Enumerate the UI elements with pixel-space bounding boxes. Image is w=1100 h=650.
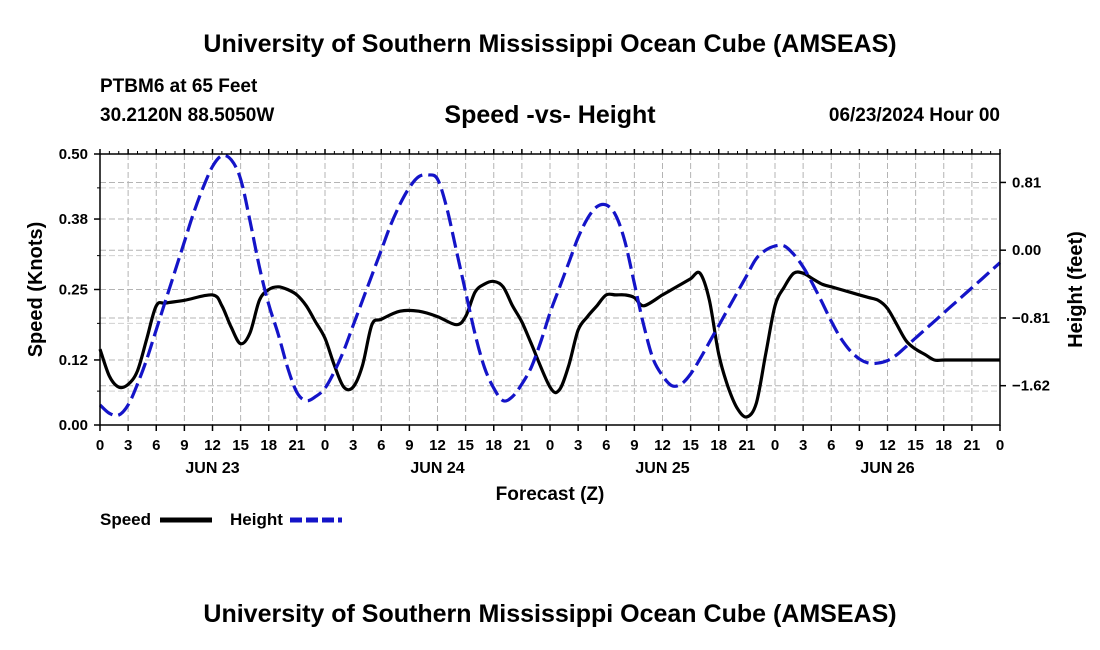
x-tick-label: 18 <box>485 437 502 454</box>
day-label: JUN 25 <box>635 460 689 477</box>
x-tick-label: 21 <box>739 437 756 454</box>
legend-height-label: Height <box>230 510 283 529</box>
x-tick-label: 12 <box>204 437 221 454</box>
y2-tick-label: 0.81 <box>1012 174 1041 191</box>
x-tick-label: 6 <box>827 437 835 454</box>
x-tick-label: 21 <box>289 437 306 454</box>
y2-tick-label: −1.62 <box>1012 378 1050 395</box>
x-tick-label: 15 <box>907 437 924 454</box>
day-label: JUN 24 <box>410 460 464 477</box>
x-tick-label: 6 <box>152 437 160 454</box>
series-layer <box>98 153 1002 419</box>
y-tick-label: 0.38 <box>59 211 88 228</box>
legend: Speed Height <box>100 510 342 529</box>
y2-tick-label: −0.81 <box>1012 310 1050 327</box>
y2-tick-label: 0.00 <box>1012 242 1041 259</box>
x-tick-label: 21 <box>514 437 531 454</box>
y-tick-label: 0.12 <box>59 352 88 369</box>
legend-speed-label: Speed <box>100 510 151 529</box>
x-tick-label: 12 <box>879 437 896 454</box>
x-tick-label: 0 <box>321 437 329 454</box>
chart-subtitle: Speed -vs- Height <box>444 101 656 129</box>
x-tick-label: 15 <box>682 437 699 454</box>
x-tick-label: 3 <box>799 437 807 454</box>
x-tick-label: 18 <box>710 437 727 454</box>
station-label: PTBM6 at 65 Feet <box>100 76 258 97</box>
x-tick-label: 15 <box>457 437 474 454</box>
coordinates-label: 30.2120N 88.5050W <box>100 105 275 126</box>
x-tick-label: 3 <box>124 437 132 454</box>
x-tick-label: 9 <box>405 437 413 454</box>
x-tick-label: 9 <box>855 437 863 454</box>
x-tick-label: 0 <box>96 437 104 454</box>
x-tick-label: 3 <box>574 437 582 454</box>
main-title: University of Southern Mississippi Ocean… <box>203 30 897 58</box>
x-axis-label: Forecast (Z) <box>496 484 605 505</box>
footer-title: University of Southern Mississippi Ocean… <box>203 600 897 628</box>
y-tick-label: 0.25 <box>59 282 88 299</box>
x-tick-label: 12 <box>654 437 671 454</box>
x-tick-label: 3 <box>349 437 357 454</box>
x-tick-label: 18 <box>935 437 952 454</box>
y-tick-label: 0.50 <box>59 146 88 163</box>
x-tick-label: 6 <box>602 437 610 454</box>
x-tick-label: 21 <box>964 437 981 454</box>
x-tick-label: 9 <box>180 437 188 454</box>
x-tick-label: 6 <box>377 437 385 454</box>
y-axis-label: Speed (Knots) <box>25 222 47 358</box>
axes-layer: 0 3 6 9 12 15 18 21 0 3 6 9 12 15 18 21 0 3 6 9 12 15 18 21 0 3 6 9… <box>59 146 1050 477</box>
forecast-datetime: 06/23/2024 Hour 00 <box>828 105 1000 126</box>
day-label: JUN 26 <box>860 460 914 477</box>
x-tick-label: 15 <box>232 437 249 454</box>
y2-axis-label: Height (feet) <box>1065 231 1087 348</box>
x-tick-label: 0 <box>771 437 779 454</box>
x-tick-label: 12 <box>429 437 446 454</box>
series-line-height <box>98 153 1002 418</box>
x-tick-label: 9 <box>630 437 638 454</box>
day-label: JUN 23 <box>185 460 239 477</box>
x-tick-label: 0 <box>546 437 554 454</box>
y-tick-label: 0.00 <box>59 417 88 434</box>
x-tick-label: 18 <box>260 437 277 454</box>
x-tick-label: 0 <box>996 437 1004 454</box>
